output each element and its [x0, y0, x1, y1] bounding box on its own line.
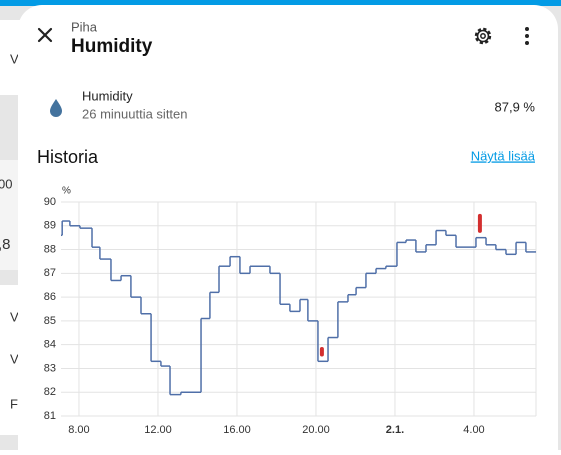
show-more-link[interactable]: Näytä lisää [471, 148, 536, 163]
x-tick-label: 20.00 [302, 424, 330, 436]
entity-time: 26 minuuttia sitten [82, 106, 188, 121]
y-tick-label: 89 [44, 220, 56, 232]
y-tick-label: 83 [44, 362, 56, 374]
marker [319, 347, 324, 357]
marker [477, 213, 482, 233]
y-tick-label: 90 [44, 196, 56, 208]
fragment: F [10, 396, 18, 411]
y-tick-label: 84 [44, 339, 56, 351]
y-tick-label: 85 [44, 315, 56, 327]
dialog [18, 5, 558, 455]
top-bar [0, 0, 561, 6]
fragment: V [10, 351, 19, 366]
entity-name: Humidity [82, 88, 133, 103]
fragment: ,8 [0, 236, 11, 253]
chart: 81 82 83 84 85 86 87 88 89 90 8.00 12.00 16.00 20.00 2… [44, 196, 537, 436]
menu-button[interactable] [525, 27, 529, 45]
y-tick-label: 87 [44, 267, 56, 279]
y-tick-label: 88 [44, 243, 56, 255]
droplet-icon [50, 99, 62, 117]
settings-button[interactable] [474, 27, 492, 45]
y-axis-label: % [62, 186, 71, 197]
x-tick-label: 16.00 [223, 424, 251, 436]
x-tick-label: 12.00 [144, 424, 172, 436]
dialog-subtitle: Piha [71, 19, 98, 34]
fragment: V [10, 51, 19, 66]
background-fragments: V 00 ,8 V V F [0, 51, 19, 411]
fragment: V [10, 309, 19, 324]
dialog-title: Humidity [71, 36, 153, 57]
history-title: Historia [37, 147, 99, 167]
y-tick-label: 81 [44, 410, 56, 422]
y-tick-label: 82 [44, 386, 56, 398]
x-tick-label: 2.1. [386, 424, 404, 436]
entity-state: 87,9 % [495, 99, 536, 114]
x-tick-label: 4.00 [463, 424, 484, 436]
fragment: 00 [0, 176, 12, 191]
close-button[interactable] [37, 27, 53, 43]
y-tick-label: 86 [44, 291, 56, 303]
x-tick-label: 8.00 [68, 424, 89, 436]
